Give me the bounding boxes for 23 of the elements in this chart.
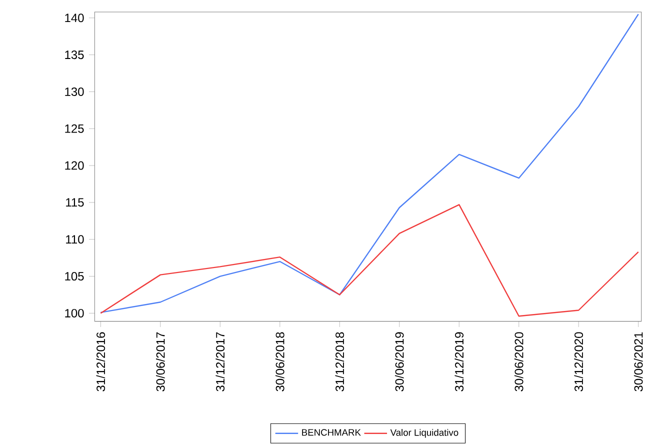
x-tick-label: 31/12/2017: [216, 332, 225, 392]
x-tick-label: 30/06/2018: [275, 332, 284, 392]
y-tick-label: 135: [65, 50, 84, 60]
x-tick-label: 30/06/2017: [156, 332, 165, 392]
line-series: [100, 14, 639, 314]
y-tick-label: 115: [66, 198, 84, 207]
line-series: [100, 204, 639, 317]
x-tick-label: 30/06/2021: [634, 332, 643, 392]
y-tick-label: 100: [65, 308, 84, 318]
y-tick-label: 120: [65, 161, 84, 170]
y-tick-label: 110: [66, 235, 84, 244]
x-tick-label: 31/12/2016: [96, 332, 106, 392]
legend-label: Valor Liquidativo: [390, 429, 458, 438]
x-tick-label: 31/12/2019: [454, 332, 464, 392]
y-tick-label: 140: [65, 14, 84, 22]
y-tick-label: 105: [65, 272, 84, 281]
legend-label: BENCHMARK: [302, 429, 361, 436]
y-tick-label: 125: [65, 124, 84, 133]
x-tick-label: 30/06/2019: [394, 332, 404, 392]
x-tick-label: 31/12/2018: [335, 332, 344, 392]
x-tick-label: 31/12/2020: [574, 332, 584, 392]
y-tick-label: 130: [65, 87, 84, 96]
x-tick-label: 30/06/2020: [514, 332, 524, 392]
